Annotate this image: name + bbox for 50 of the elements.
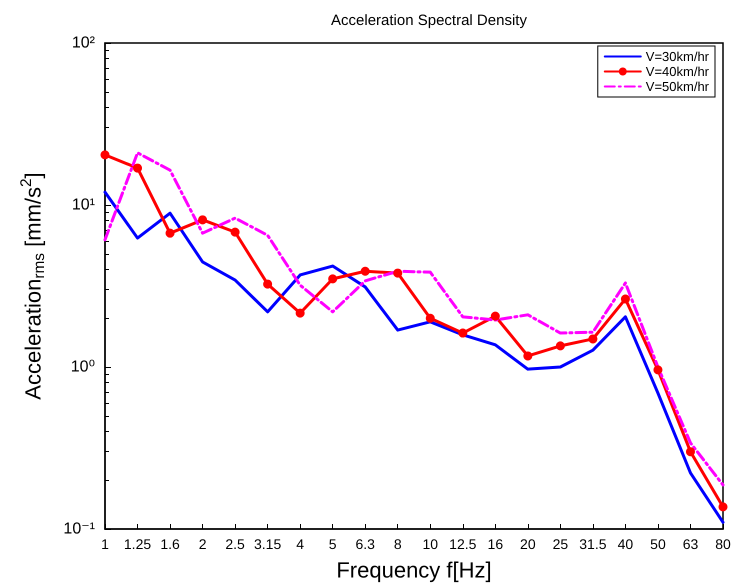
x-tick-label: 1.25 <box>124 536 152 552</box>
x-tick-label: 63 <box>682 536 698 552</box>
point <box>588 334 598 344</box>
point <box>523 351 532 360</box>
y-tick-label: 10² <box>72 34 96 52</box>
x-tick-label: 25 <box>552 536 568 552</box>
point <box>426 314 435 323</box>
x-tick-label: 5 <box>328 536 337 552</box>
point <box>556 341 565 350</box>
point <box>198 215 208 224</box>
y-tick-label: 10⁰ <box>70 358 95 376</box>
x-tick-label: 1 <box>101 536 110 552</box>
point <box>296 308 305 318</box>
point <box>490 312 500 321</box>
x-tick-label: 2 <box>198 536 207 552</box>
chart-title: Acceleration Spectral Density <box>331 12 528 29</box>
point <box>263 280 272 289</box>
x-tick-label: 12.5 <box>449 536 477 552</box>
point <box>133 164 142 173</box>
point <box>393 268 402 278</box>
y-tick-label: 10¹ <box>72 196 95 214</box>
point <box>328 274 338 284</box>
legend-label: V=40km/hr <box>646 64 710 79</box>
point <box>653 365 662 374</box>
x-tick-label: 3.15 <box>254 536 282 552</box>
point <box>166 228 175 238</box>
x-tick-label: 40 <box>618 536 634 552</box>
point <box>686 447 695 456</box>
x-tick-label: 16 <box>488 536 504 552</box>
x-tick-label: 10 <box>422 536 438 552</box>
legend-label: V=30km/hr <box>646 49 710 64</box>
point <box>360 266 370 276</box>
y-tick-label: 10⁻¹ <box>63 520 95 538</box>
point <box>230 228 240 237</box>
x-tick-label: 8 <box>394 536 402 552</box>
x-axis-title: Frequency f[Hz] <box>336 558 492 582</box>
point <box>620 294 630 304</box>
legend-label: V=50km/hr <box>646 79 710 94</box>
y-axis-title: Accelerationrms [mm/s2] <box>18 172 48 400</box>
x-tick-label: 80 <box>715 536 731 552</box>
x-tick-label: 2.5 <box>225 536 246 552</box>
x-tick-label: 4 <box>296 536 304 552</box>
x-tick-label: 6.3 <box>355 536 376 552</box>
x-tick-label: 20 <box>520 536 536 552</box>
x-tick-label: 50 <box>650 536 666 552</box>
point <box>718 502 728 512</box>
point <box>100 150 110 160</box>
x-tick-label: 1.6 <box>160 536 180 552</box>
x-tick-label: 31.5 <box>579 536 607 552</box>
point <box>458 328 468 338</box>
